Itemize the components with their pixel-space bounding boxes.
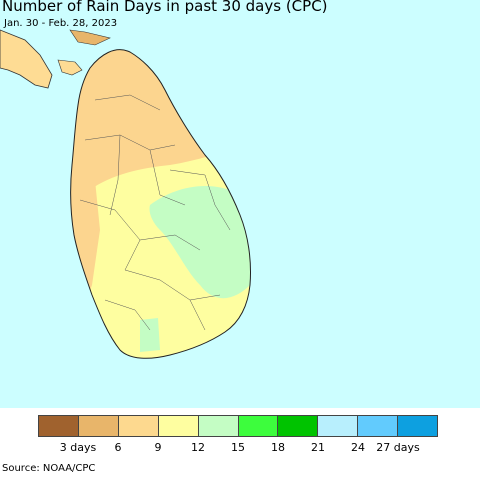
island-coastline: [70, 49, 251, 359]
region-east-green: [149, 185, 251, 299]
legend-tick-4: 15: [231, 441, 245, 454]
legend-tick-1: 6: [114, 441, 122, 454]
legend-tick-2: 9: [154, 441, 162, 454]
legend-tick-5: 18: [271, 441, 285, 454]
india-landmass: [0, 29, 53, 89]
island-islet: [57, 59, 83, 76]
legend-tick-0: 3 days: [59, 441, 97, 454]
region-west-strip: [70, 180, 100, 320]
sri-lanka-map: [0, 0, 480, 408]
legend-tick-7: 24: [351, 441, 365, 454]
legend-swatch-5: [238, 416, 279, 436]
source-credit: Source: NOAA/CPC: [2, 463, 96, 474]
legend-swatch-1: [78, 416, 119, 436]
legend-swatch-9: [398, 416, 438, 436]
legend-swatch-6: [278, 416, 319, 436]
date-range: Jan. 30 - Feb. 28, 2023: [4, 18, 118, 29]
legend-swatch-8: [358, 416, 399, 436]
legend-swatch-2: [118, 416, 159, 436]
legend-tick-8: 27 days: [376, 441, 420, 454]
legend-tick-6: 21: [311, 441, 325, 454]
map-area: [0, 0, 480, 408]
legend-tick-3: 12: [191, 441, 205, 454]
legend-swatch-7: [318, 416, 359, 436]
color-legend: [38, 415, 438, 437]
legend-swatch-4: [198, 416, 239, 436]
legend-tick-labels: 3 days 6 9 12 15 18 21 24 27 days: [38, 441, 438, 455]
map-title: Number of Rain Days in past 30 days (CPC…: [2, 0, 328, 15]
jaffna-peninsula: [69, 29, 111, 46]
district-boundaries: [79, 94, 231, 331]
region-south-green: [140, 318, 160, 352]
legend-swatch-3: [158, 416, 199, 436]
legend-swatch-0: [39, 416, 79, 436]
